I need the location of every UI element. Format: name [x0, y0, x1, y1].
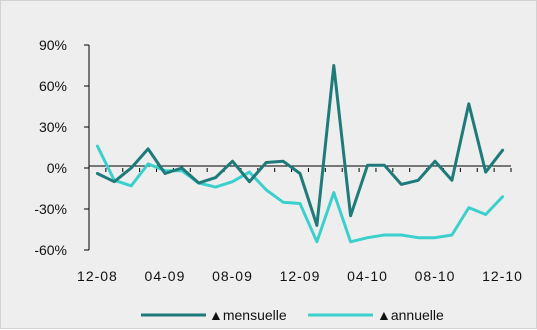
- y-tick-label: 30%: [39, 119, 67, 135]
- series-line-mensuelle: [95, 64, 505, 227]
- x-tick-label: 08-09: [212, 268, 253, 284]
- x-tick-label: 04-09: [145, 268, 186, 284]
- y-tick-label: 0%: [47, 160, 67, 176]
- x-tick-label: 12-09: [280, 268, 321, 284]
- y-tick-label: -60%: [34, 242, 67, 258]
- x-tick-label: 08-10: [415, 268, 456, 284]
- x-axis-tick-labels: 12-08 04-09 08-09 12-09 04-10 08-10 12-10: [77, 268, 523, 284]
- legend: ▲mensuelle ▲annuelle: [141, 307, 444, 323]
- series-lines: [95, 64, 505, 244]
- legend-label: ▲annuelle: [377, 307, 444, 323]
- y-tick-label: -30%: [34, 201, 67, 217]
- y-axis-ticks: 90% 60% 30% 0% -30% -60%: [34, 37, 89, 258]
- y-tick-label: 60%: [39, 78, 67, 94]
- x-tick-label: 04-10: [347, 268, 388, 284]
- x-tick-label: 12-10: [482, 268, 523, 284]
- y-tick-label: 90%: [39, 37, 67, 53]
- x-tick-label: 12-08: [77, 268, 118, 284]
- series-line-annuelle: [95, 144, 505, 244]
- x-axis-tick-marks: [88, 168, 512, 172]
- legend-label: ▲mensuelle: [209, 307, 287, 323]
